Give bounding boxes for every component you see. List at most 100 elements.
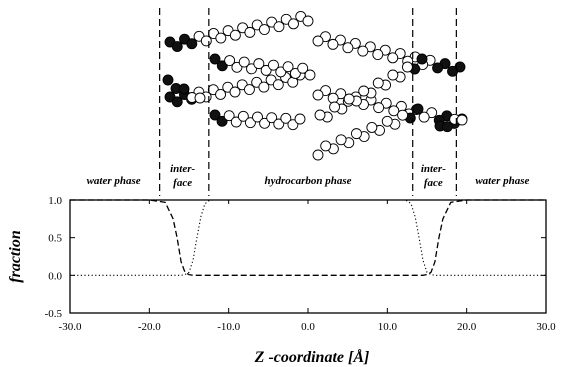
plot-frame <box>69 199 547 314</box>
atom <box>231 61 243 73</box>
atom <box>441 121 453 133</box>
atom <box>343 93 355 105</box>
series-line-2 <box>70 199 546 276</box>
atom <box>314 109 326 121</box>
region-label: hydrocarbon phase <box>264 175 351 187</box>
atom <box>342 42 354 54</box>
atom <box>253 58 265 70</box>
atom <box>259 117 271 129</box>
interface-boundaries <box>159 8 457 196</box>
atom <box>229 29 241 41</box>
y-tick-label: 1.0 <box>48 195 62 207</box>
atom <box>209 53 221 65</box>
x-axis-label: Z -coordinate [Å] <box>254 348 370 366</box>
x-tick-label: -10.0 <box>217 321 240 333</box>
atom <box>258 24 270 35</box>
atom <box>258 81 270 93</box>
atom <box>162 74 174 86</box>
atom <box>302 15 314 27</box>
atom <box>230 116 242 128</box>
atom <box>194 92 206 104</box>
atom <box>418 111 430 123</box>
atom <box>223 110 235 122</box>
atom <box>215 32 227 44</box>
atom <box>387 52 399 64</box>
atom <box>357 45 369 57</box>
atom <box>244 117 256 129</box>
atom <box>244 26 256 38</box>
atom <box>312 149 324 161</box>
atom <box>416 53 428 65</box>
axis-ticks: -30.0 -20.0 -10.0 0.0 10.0 20.0 30.0 1.0 0.5 0.0 -… <box>45 195 557 333</box>
atom <box>289 68 301 79</box>
atom <box>282 61 294 73</box>
atom <box>178 83 190 95</box>
atom <box>351 128 362 140</box>
atom <box>215 88 227 100</box>
atom <box>329 101 341 113</box>
atom <box>381 115 393 127</box>
atom <box>401 61 413 73</box>
region-label: face <box>173 177 192 189</box>
atom <box>273 118 285 130</box>
x-tick-label: -20.0 <box>138 321 161 333</box>
y-tick-label: 0.0 <box>48 270 62 282</box>
atom <box>312 35 324 47</box>
series-line-1 <box>70 199 546 276</box>
region-label: inter- <box>170 163 195 175</box>
atom <box>304 69 316 81</box>
region-label: water phase <box>87 175 141 187</box>
atom <box>224 55 236 66</box>
atom <box>171 41 183 53</box>
atom <box>209 109 221 121</box>
atom <box>266 112 278 124</box>
atom <box>246 63 257 75</box>
y-axis-label: fraction <box>7 230 24 283</box>
atom <box>252 111 263 123</box>
lipid-bilayer-illustration <box>162 10 468 161</box>
atom <box>312 89 324 101</box>
atom <box>238 56 250 68</box>
atom <box>229 86 241 98</box>
atom <box>372 77 384 89</box>
series-group <box>70 199 546 276</box>
atom <box>327 38 339 50</box>
atom <box>260 64 272 76</box>
atom <box>237 110 249 122</box>
atom <box>372 49 384 60</box>
y-tick-label: -0.5 <box>45 308 63 320</box>
x-tick-label: 10.0 <box>378 321 398 333</box>
atom <box>327 92 339 104</box>
region-labels: water phase inter-face hydrocarbon phase in… <box>87 163 530 189</box>
atom <box>387 69 399 81</box>
atom <box>373 102 385 114</box>
atom <box>447 65 458 77</box>
atom <box>287 119 299 131</box>
atom <box>273 21 285 33</box>
y-tick-label: 0.5 <box>48 233 62 245</box>
atom <box>297 62 309 74</box>
atom <box>335 134 347 146</box>
x-tick-label: -30.0 <box>59 321 82 333</box>
x-tick-label: 0.0 <box>301 321 315 333</box>
atom <box>216 60 228 72</box>
atom <box>216 115 228 127</box>
atom <box>275 66 287 78</box>
atom <box>294 113 306 125</box>
region-label: face <box>424 177 443 189</box>
atom <box>268 59 279 71</box>
region-label: water phase <box>475 175 529 187</box>
atom <box>388 105 400 117</box>
atom <box>397 109 409 121</box>
atom <box>186 38 198 50</box>
atom <box>320 140 332 152</box>
atom <box>366 122 378 133</box>
atom <box>456 114 468 126</box>
atom <box>288 18 299 30</box>
atom <box>280 112 292 124</box>
atom <box>358 85 370 97</box>
region-label: inter- <box>421 163 446 175</box>
x-tick-label: 30.0 <box>536 321 556 333</box>
atom <box>272 79 284 91</box>
